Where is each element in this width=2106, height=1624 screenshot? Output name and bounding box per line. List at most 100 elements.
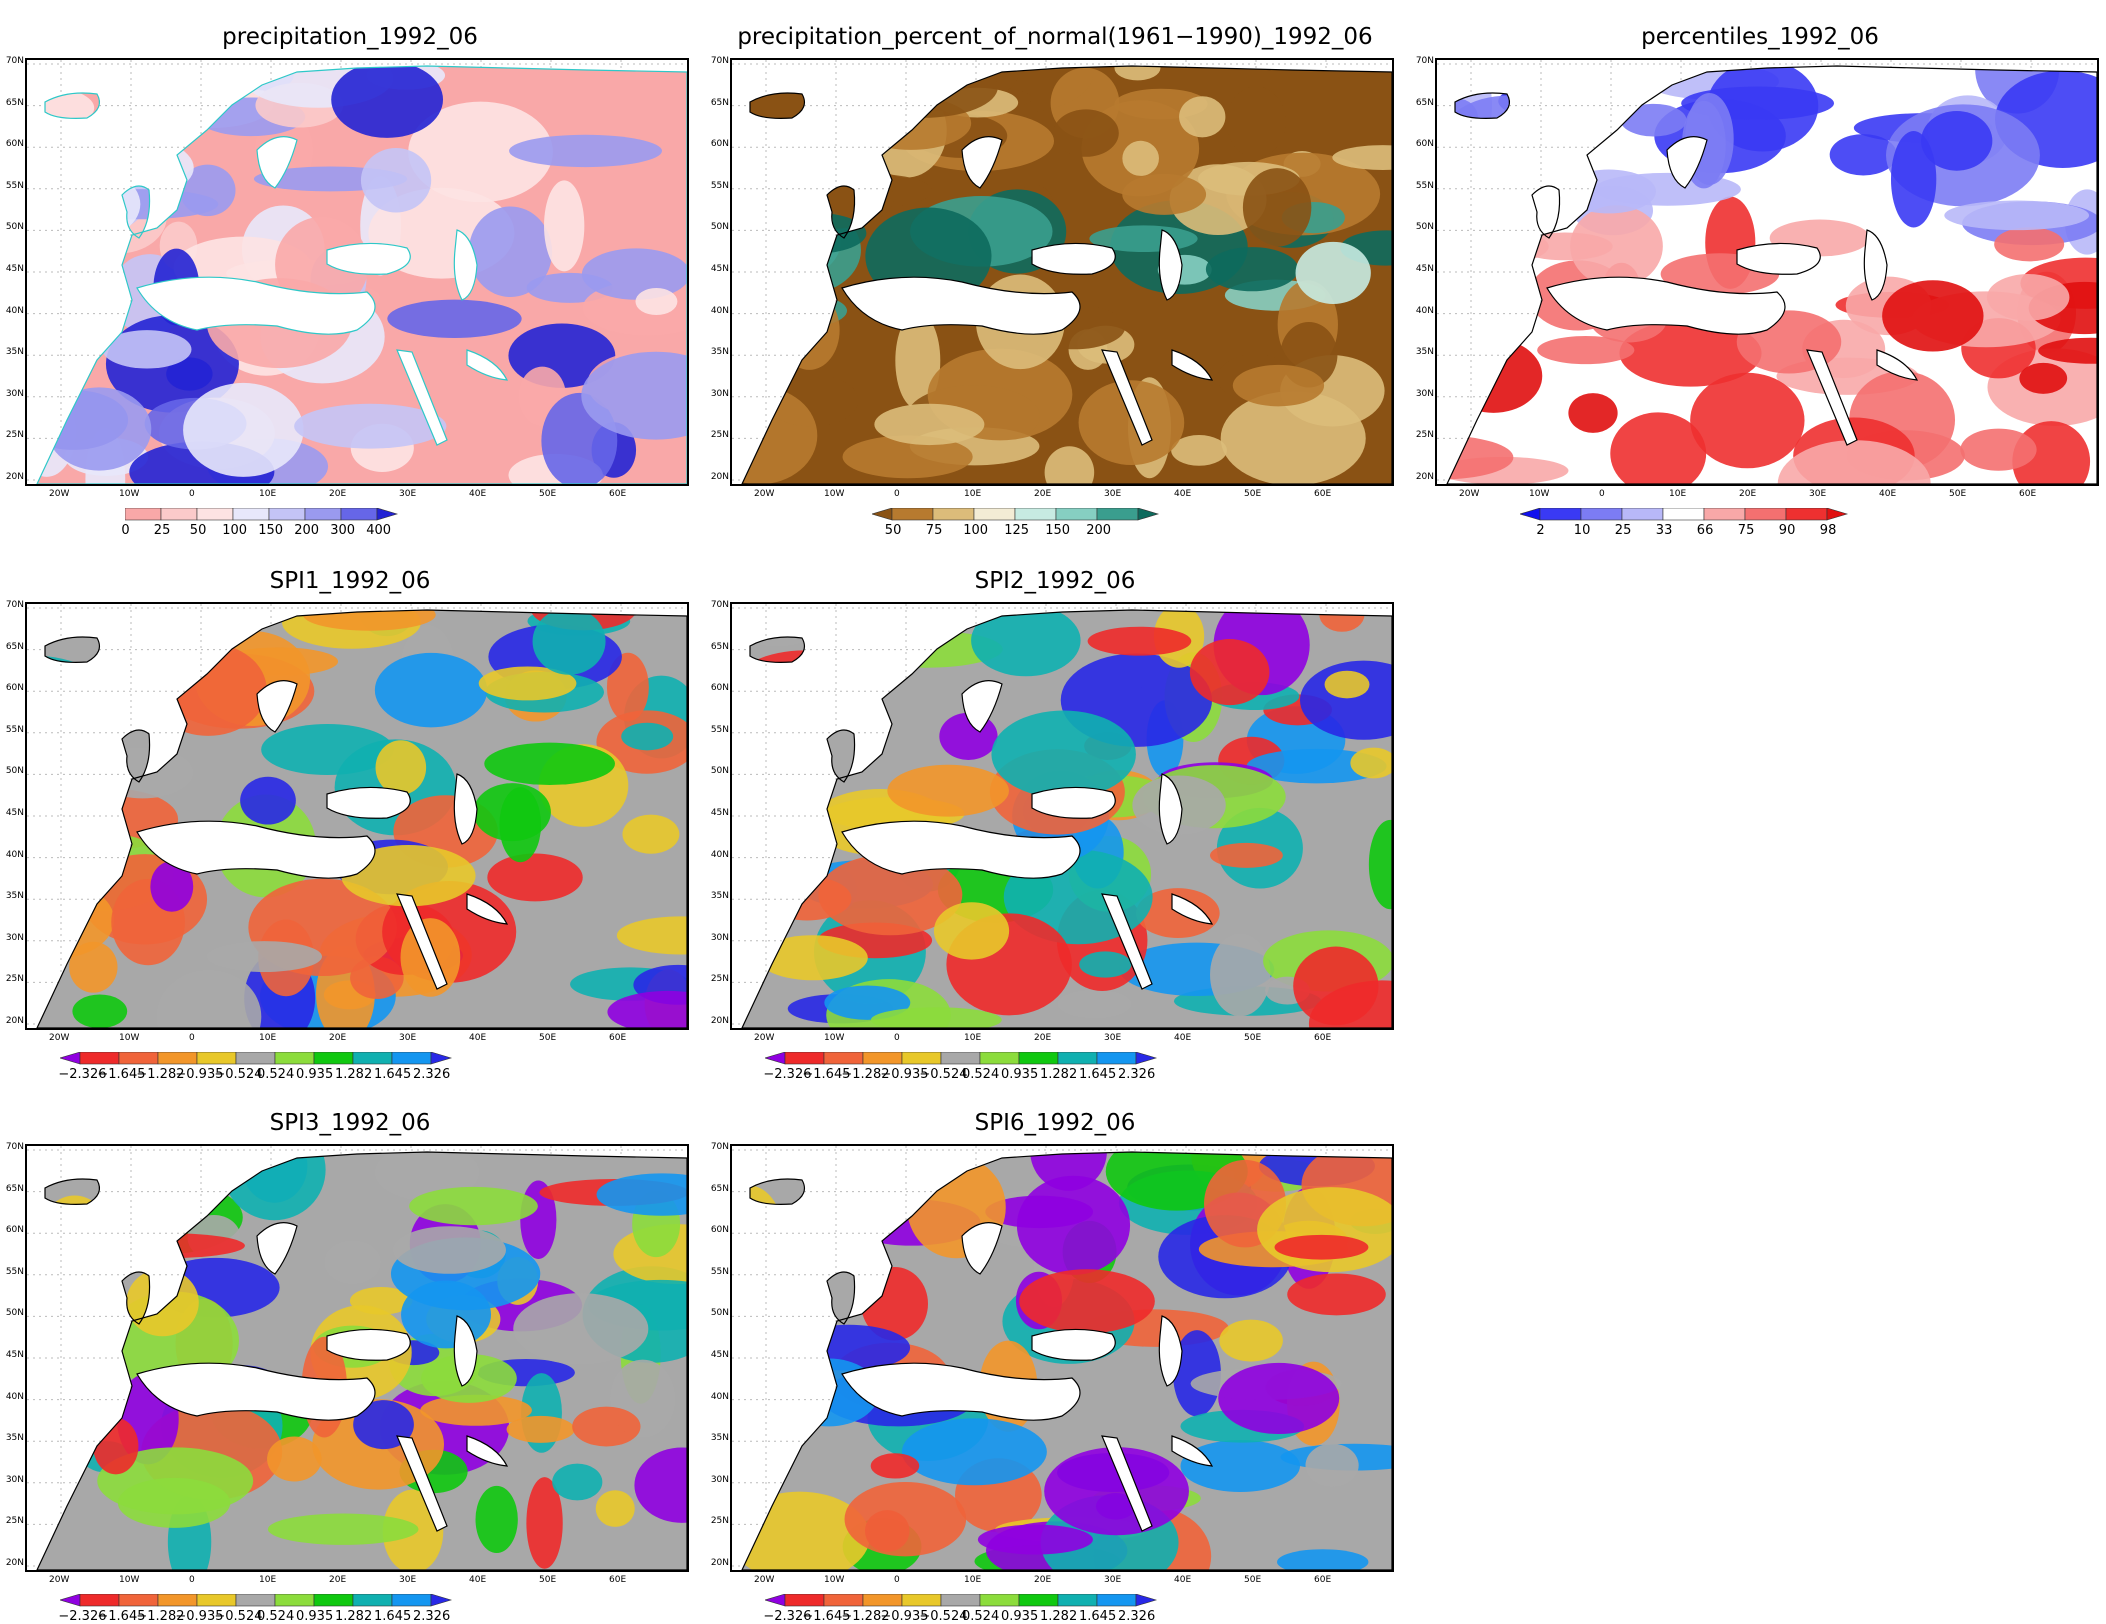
longitude-label: 10W: [824, 489, 845, 499]
sea-mask: [962, 136, 1002, 188]
latitude-label: 65N: [5, 1183, 24, 1194]
latitude-label: 45N: [5, 264, 24, 274]
latitude-label: 70N: [5, 1142, 24, 1152]
colorbar-swatch: [235, 1052, 276, 1065]
longitude-label: 0: [189, 1575, 195, 1585]
colorbar-swatch: [232, 508, 270, 521]
longitude-label: 10W: [119, 489, 140, 499]
colorbar-arrow-left: [872, 508, 893, 521]
field-patch: [1324, 670, 1370, 699]
coastline: [1454, 92, 1510, 119]
longitude-label: 10E: [1669, 489, 1687, 499]
coastline: [326, 242, 411, 275]
field-patch: [156, 969, 262, 1028]
field-patch: [616, 916, 687, 955]
longitude-label: 40E: [1174, 1033, 1192, 1043]
colorbar-swatch: [1096, 1594, 1137, 1607]
longitude-label: 10E: [259, 1033, 277, 1043]
sea-mask: [1032, 243, 1116, 275]
field-patch: [2019, 362, 2068, 394]
field-patch: [1498, 81, 1626, 121]
colorbar-swatch: [901, 1052, 942, 1065]
field-patch: [324, 1240, 382, 1285]
colorbar-tick-label: 100: [963, 523, 989, 538]
field-patch: [408, 101, 553, 203]
longitude-label: 60E: [1314, 1575, 1332, 1585]
latitude-label: 65N: [710, 1183, 729, 1194]
coastline: [1876, 349, 1919, 381]
coastline: [1171, 893, 1214, 925]
field-patch: [933, 902, 1010, 960]
field-patch: [40, 133, 194, 202]
latitude-label: 55N: [1415, 180, 1434, 191]
colorbar-swatch: [160, 508, 198, 521]
colorbar-tick-label: 2.326: [413, 1067, 451, 1082]
field-patch: [37, 164, 141, 244]
coastline: [396, 349, 448, 446]
longitude-label: 20W: [49, 1575, 70, 1585]
field-patch: [870, 1453, 920, 1479]
colorbar-tick-label: 0.935: [296, 1067, 334, 1082]
colorbar-arrow-right: [1826, 508, 1849, 521]
sea-mask: [137, 1363, 375, 1421]
coastline: [256, 136, 298, 189]
latitude-label: 25N: [1415, 430, 1434, 441]
longitude-label: 20E: [329, 489, 347, 499]
longitude-label: 0: [1599, 489, 1605, 499]
field-patch: [387, 299, 522, 338]
longitude-label: 40E: [1174, 489, 1192, 499]
latitude-label: 20N: [710, 472, 729, 482]
coastline: [453, 773, 478, 845]
field-patch: [1179, 96, 1226, 138]
colorbar: [765, 1052, 1158, 1066]
latitude-label: 50N: [710, 1308, 729, 1319]
latitude-label: 45N: [710, 264, 729, 274]
longitude-label: 10W: [119, 1033, 140, 1043]
panel-spi1: SPI1_1992_06 70N 65N 60N 55N 50N 45N 40N 35N 30N 2…: [0, 566, 700, 1086]
field-patch: [1246, 748, 1387, 784]
longitude-label: 40E: [469, 1575, 487, 1585]
longitude-label: 20E: [329, 1033, 347, 1043]
field-patch: [420, 1394, 532, 1426]
field-patch: [41, 120, 126, 148]
latitude-label: 50N: [5, 222, 24, 233]
field-patch: [977, 1524, 1093, 1555]
latitude-label: 60N: [5, 683, 24, 694]
field-patch: [985, 1195, 1094, 1229]
colorbar-tick-label: −1.645: [802, 1067, 851, 1082]
sea-mask: [327, 1329, 411, 1361]
field-patch: [1295, 241, 1371, 304]
colorbar-swatch: [313, 1594, 354, 1607]
map-area: [730, 58, 1394, 486]
sea-mask: [1102, 894, 1152, 989]
map-area: [25, 1144, 689, 1572]
colorbar-tick-label: 0.524: [962, 1609, 1000, 1624]
longitude-label: 20W: [49, 1033, 70, 1043]
field-patch: [532, 610, 606, 675]
sea-mask: [397, 350, 447, 445]
colorbar-tick-label: 300: [330, 523, 356, 538]
colorbar-tick-label: 2: [1536, 523, 1545, 538]
colorbar-arrow-left: [765, 1052, 786, 1065]
coastline: [1666, 136, 1708, 189]
map-field: [27, 1146, 687, 1570]
coastline: [841, 276, 1081, 335]
field-patch: [1287, 1273, 1386, 1316]
colorbar-tick-label: 100: [222, 523, 248, 538]
field-patch: [595, 1490, 635, 1527]
field-patch: [812, 173, 933, 208]
latitude-label: 25N: [5, 974, 24, 985]
coastline: [44, 1178, 100, 1205]
colorbar-tick-label: −1.282: [136, 1067, 185, 1082]
colorbar-swatch: [1018, 1594, 1059, 1607]
field-patch: [606, 652, 649, 722]
field-patch: [1610, 412, 1707, 484]
map-area: [25, 602, 689, 1030]
latitude-label: 30N: [710, 1474, 729, 1485]
map-area: [730, 602, 1394, 1030]
field-patch: [971, 610, 1081, 677]
colorbar-swatch: [157, 1594, 198, 1607]
colorbar-tick-label: 10: [1573, 523, 1591, 538]
colorbar-arrow-left: [1520, 508, 1541, 521]
colorbar-swatch: [1096, 1052, 1137, 1065]
